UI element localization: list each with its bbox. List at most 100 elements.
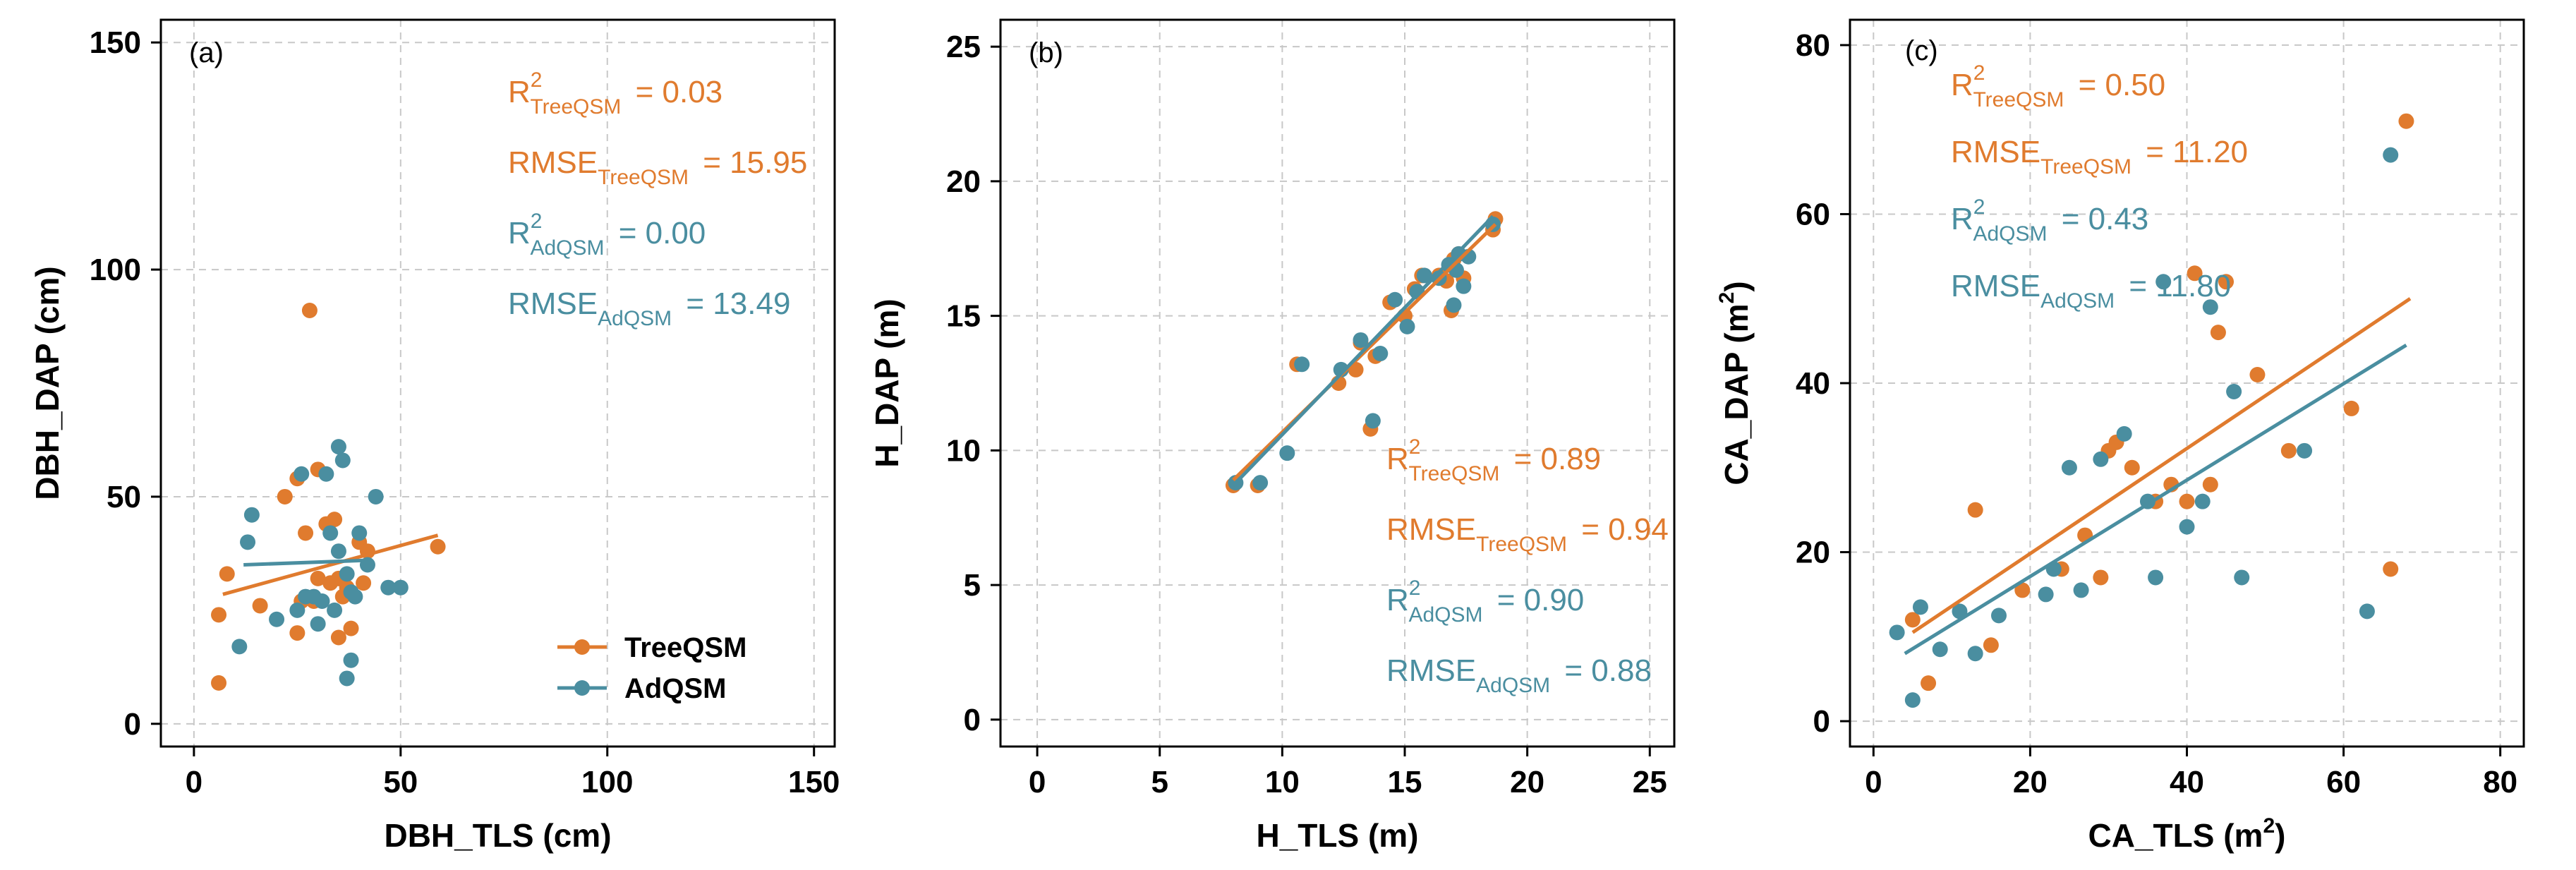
data-point-adqsm bbox=[2061, 459, 2077, 476]
data-point-treeqsm bbox=[2280, 442, 2297, 459]
x-axis-title-tail: ) bbox=[2275, 817, 2285, 854]
data-point-adqsm bbox=[2093, 451, 2109, 467]
stat-annotation: R2 AdQSM = 0.00 bbox=[508, 210, 706, 260]
data-point-adqsm bbox=[2194, 493, 2211, 509]
stat-annotation: RMSETreeQSM = 0.94 bbox=[1386, 512, 1669, 556]
data-point-treeqsm bbox=[2124, 459, 2140, 476]
data-point-treeqsm bbox=[310, 570, 326, 586]
x-tick-label: 0 bbox=[1029, 765, 1046, 799]
x-tick-label: 10 bbox=[1265, 765, 1300, 799]
y-tick-label: 0 bbox=[124, 707, 141, 742]
data-point-adqsm bbox=[1387, 291, 1403, 308]
stat-sub: AdQSM bbox=[1408, 603, 1482, 627]
legend-marker-treeqsm bbox=[574, 639, 590, 655]
data-point-adqsm bbox=[2383, 147, 2399, 163]
data-point-adqsm bbox=[1904, 692, 1921, 708]
data-point-treeqsm bbox=[277, 488, 293, 505]
stat-sub: TreeQSM bbox=[2040, 155, 2131, 179]
x-tick-label: 20 bbox=[2013, 765, 2048, 799]
legend: TreeQSM AdQSM bbox=[557, 632, 746, 704]
x-tick-label: 5 bbox=[1151, 765, 1168, 799]
data-point-adqsm bbox=[1353, 332, 1369, 348]
y-tick-label: 15 bbox=[946, 299, 981, 334]
x-axis-title: CA_TLS (m2) bbox=[2088, 814, 2286, 854]
panel-tag: (c) bbox=[1905, 35, 1938, 66]
data-point-treeqsm bbox=[2398, 113, 2414, 129]
data-point-adqsm bbox=[2226, 383, 2242, 399]
legend-label-adqsm: AdQSM bbox=[624, 673, 726, 704]
stat-value: = 11.20 bbox=[2137, 135, 2248, 169]
data-point-treeqsm bbox=[2179, 493, 2195, 509]
x-tick-label: 25 bbox=[1633, 765, 1667, 799]
stat-value: = 0.50 bbox=[2069, 68, 2165, 102]
data-point-adqsm bbox=[1416, 267, 1432, 284]
data-point-adqsm bbox=[1932, 641, 1948, 658]
stat-value: = 13.49 bbox=[677, 286, 790, 321]
stat-label: R bbox=[1951, 68, 1973, 102]
stat-annotation: RMSEAdQSM = 11.80 bbox=[1951, 269, 2231, 313]
x-tick-label: 0 bbox=[1865, 765, 1882, 799]
data-point-treeqsm bbox=[298, 525, 314, 541]
data-point-treeqsm bbox=[2202, 476, 2218, 493]
data-point-adqsm bbox=[240, 534, 256, 550]
x-tick-label: 60 bbox=[2326, 765, 2361, 799]
panel-1: 0 50 100 150 0 50 100 150 DBH_TLS (cm) DBH_DAP (c… bbox=[29, 18, 840, 854]
stat-annotation: RMSEAdQSM = 13.49 bbox=[508, 286, 790, 330]
data-point-adqsm bbox=[1399, 318, 1415, 334]
data-point-adqsm bbox=[2202, 299, 2218, 315]
stat-annotation: R2 TreeQSM = 0.50 bbox=[1951, 61, 2165, 111]
y-axis-title-tail: ) bbox=[1718, 281, 1755, 291]
data-point-treeqsm bbox=[289, 625, 306, 641]
data-point-adqsm bbox=[351, 525, 368, 541]
data-point-adqsm bbox=[2179, 519, 2195, 535]
stat-annotation: R2 TreeQSM = 0.89 bbox=[1386, 435, 1601, 485]
data-point-adqsm bbox=[289, 602, 306, 618]
y-tick-label: 20 bbox=[946, 164, 981, 199]
y-tick-label: 25 bbox=[946, 30, 981, 64]
data-point-adqsm bbox=[318, 466, 334, 482]
stat-annotation: RMSETreeQSM = 11.20 bbox=[1951, 135, 2248, 179]
stat-sup: 2 bbox=[531, 68, 543, 92]
data-point-adqsm bbox=[343, 652, 359, 668]
data-point-treeqsm bbox=[330, 629, 346, 646]
data-point-treeqsm bbox=[2093, 569, 2109, 586]
data-point-adqsm bbox=[330, 439, 346, 455]
data-point-adqsm bbox=[2359, 603, 2375, 620]
data-point-adqsm bbox=[269, 611, 285, 627]
stat-sub: AdQSM bbox=[530, 236, 604, 260]
stat-value: = 0.90 bbox=[1489, 583, 1585, 617]
stat-value: = 0.89 bbox=[1505, 442, 1601, 476]
panel-tag: (b) bbox=[1029, 37, 1063, 68]
stat-label: RMSE bbox=[508, 286, 598, 321]
y-axis-title: H_DAP (m) bbox=[869, 298, 905, 467]
y-tick-label: 0 bbox=[1813, 704, 1830, 739]
x-tick-label: 100 bbox=[581, 765, 633, 799]
y-tick-label: 150 bbox=[90, 25, 141, 60]
series-adqsm bbox=[1889, 147, 2399, 708]
stat-label: RMSE bbox=[1386, 512, 1476, 547]
stat-sub: AdQSM bbox=[598, 307, 672, 330]
data-point-treeqsm bbox=[1983, 637, 1999, 653]
data-point-treeqsm bbox=[219, 566, 235, 582]
data-point-adqsm bbox=[1912, 599, 1928, 615]
stat-annotation: R2 AdQSM = 0.90 bbox=[1386, 576, 1584, 627]
stat-sub: AdQSM bbox=[2040, 289, 2115, 313]
y-tick-label: 10 bbox=[946, 433, 981, 468]
x-tick-label: 80 bbox=[2483, 765, 2517, 799]
data-point-adqsm bbox=[392, 579, 409, 596]
data-point-adqsm bbox=[1279, 445, 1295, 461]
stat-sup: 2 bbox=[1973, 195, 1985, 219]
stat-annotation: RMSEAdQSM = 0.88 bbox=[1386, 653, 1652, 697]
data-point-adqsm bbox=[1990, 608, 2007, 624]
y-tick-label: 5 bbox=[964, 568, 981, 603]
stat-annotation: R2 AdQSM = 0.43 bbox=[1951, 195, 2148, 246]
data-point-adqsm bbox=[1372, 346, 1389, 362]
data-point-adqsm bbox=[380, 579, 397, 596]
data-point-treeqsm bbox=[211, 607, 227, 623]
data-point-treeqsm bbox=[2343, 400, 2359, 416]
y-tick-label: 50 bbox=[107, 480, 141, 514]
plot-frame bbox=[159, 18, 836, 748]
data-point-adqsm bbox=[339, 670, 355, 687]
stat-value: = 11.80 bbox=[2120, 269, 2231, 303]
data-point-adqsm bbox=[327, 602, 343, 618]
